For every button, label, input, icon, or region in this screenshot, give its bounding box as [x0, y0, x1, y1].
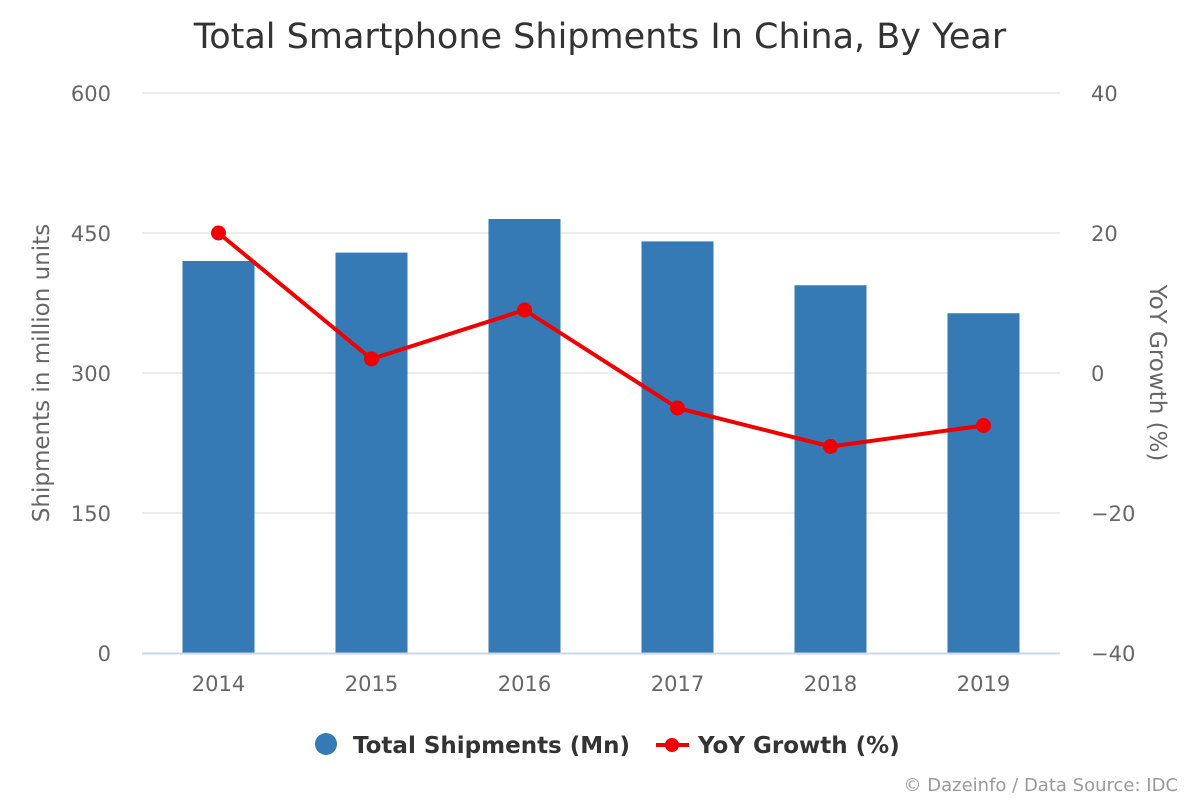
- x-tick-label: 2019: [957, 672, 1010, 696]
- bar[interactable]: [794, 285, 867, 653]
- legend-item-total-shipments[interactable]: Total Shipments (Mn): [315, 733, 630, 759]
- y-right-tick-label: −20: [1091, 502, 1135, 526]
- credits[interactable]: © Dazeinfo / Data Source: IDC: [904, 775, 1178, 796]
- line-point[interactable]: [823, 439, 838, 454]
- bar[interactable]: [947, 313, 1020, 653]
- chart-title: Total Smartphone Shipments In China, By …: [193, 17, 1007, 57]
- legend-label-yoy-growth: YoY Growth (%): [697, 733, 900, 759]
- y-right-tick-label: 0: [1091, 362, 1104, 386]
- x-tick-label: 2017: [651, 672, 704, 696]
- y-right-tick-label: 20: [1091, 222, 1118, 246]
- x-tick-label: 2016: [498, 672, 551, 696]
- y-axis-right-label: YoY Growth (%): [1144, 284, 1170, 462]
- bar[interactable]: [488, 219, 561, 653]
- legend-line-marker: [665, 738, 679, 752]
- gridlines: [142, 92, 1060, 514]
- y-axis-left-label: Shipments in million units: [29, 224, 55, 522]
- yoy-growth-line: [216, 231, 986, 449]
- line-series: [211, 225, 991, 454]
- line-point[interactable]: [670, 400, 685, 416]
- bar[interactable]: [182, 261, 255, 653]
- y-left-tick-label: 0: [98, 642, 111, 666]
- y-left-tick-label: 450: [71, 222, 111, 246]
- line-point[interactable]: [976, 418, 991, 433]
- bar[interactable]: [641, 241, 714, 653]
- line-point[interactable]: [211, 225, 226, 241]
- x-tick-label: 2018: [804, 672, 857, 696]
- x-tick-label: 2014: [192, 672, 245, 696]
- y-right-tick-label: −40: [1091, 642, 1135, 666]
- legend-item-yoy-growth[interactable]: YoY Growth (%): [656, 733, 900, 759]
- legend: Total Shipments (Mn) YoY Growth (%): [315, 733, 900, 759]
- line-point[interactable]: [364, 351, 379, 367]
- axes: 0 150 300 450 600 −40 −20 0 20 40 2014 2015 2016 2017…: [71, 82, 1135, 696]
- y-left-tick-label: 600: [71, 82, 111, 106]
- legend-bar-symbol: [315, 733, 337, 755]
- y-right-tick-label: 40: [1091, 82, 1118, 106]
- legend-label-total-shipments: Total Shipments (Mn): [353, 733, 630, 759]
- bar-series: [182, 219, 1020, 653]
- y-left-tick-label: 150: [71, 502, 111, 526]
- x-tick-label: 2015: [345, 672, 398, 696]
- y-left-tick-label: 300: [71, 362, 111, 386]
- line-point[interactable]: [517, 302, 532, 318]
- bar[interactable]: [335, 252, 408, 653]
